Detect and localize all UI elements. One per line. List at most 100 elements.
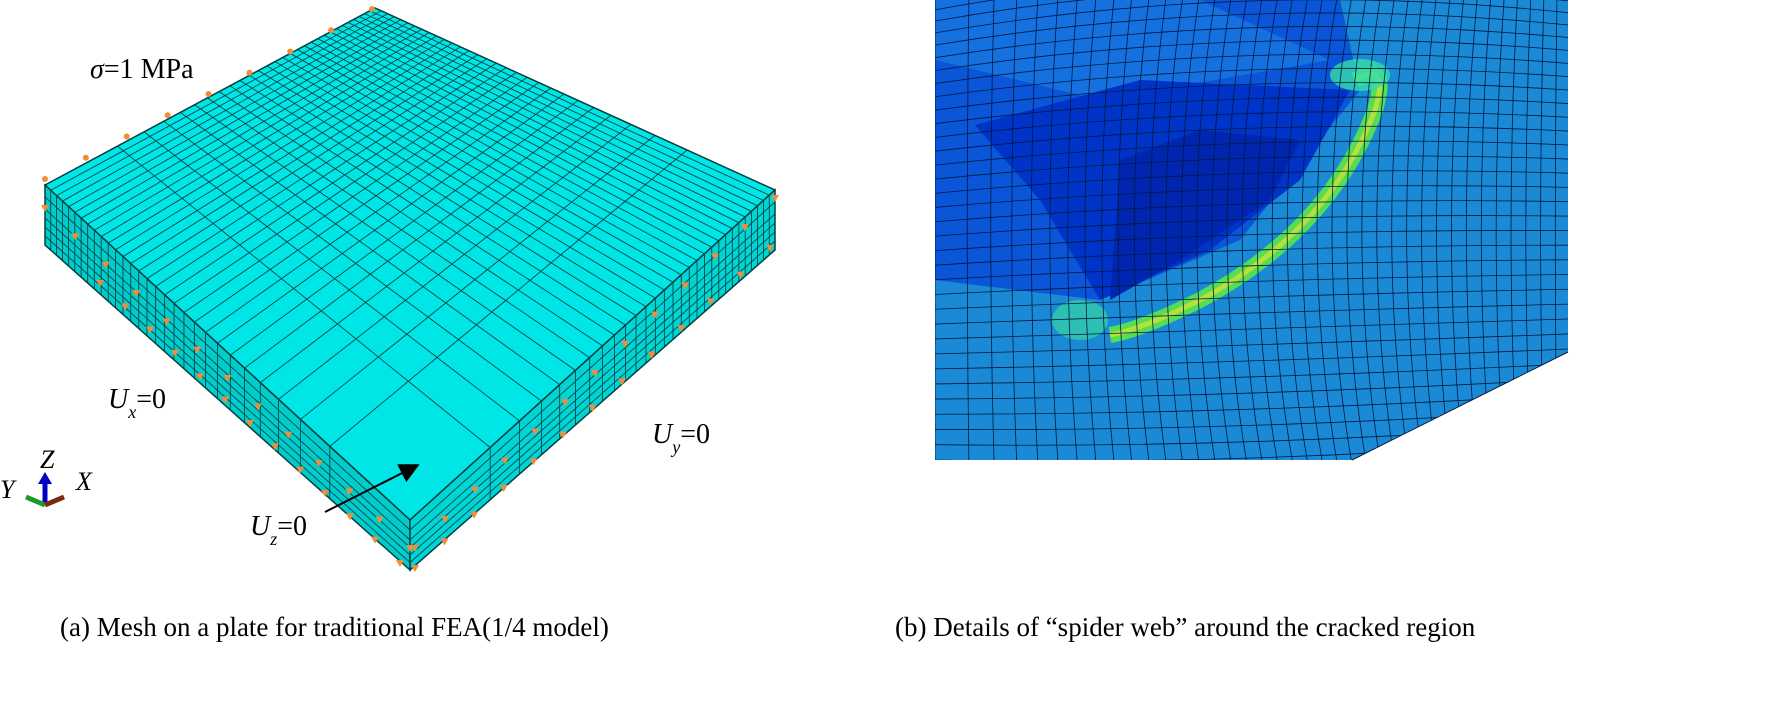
hot-spot (1052, 300, 1108, 340)
mesh-line (935, 244, 1568, 266)
bc-marker (101, 261, 110, 269)
mesh-line (935, 274, 1568, 295)
mesh-line (1286, 0, 1308, 460)
bc-marker (766, 245, 774, 252)
mesh-line (935, 53, 1568, 84)
mesh-line (207, 97, 590, 358)
load-marker (205, 91, 212, 97)
bc-marker (677, 325, 686, 332)
x-label: X (75, 467, 93, 496)
mesh-line (249, 74, 637, 317)
mesh-line (1346, 0, 1367, 460)
crack-face-inner (1110, 130, 1300, 300)
mesh-line (353, 19, 752, 212)
mesh-line (230, 100, 579, 356)
bc-marker (441, 515, 449, 523)
x-axis (44, 494, 65, 508)
mesh-line (364, 13, 764, 201)
mesh-line (1133, 0, 1150, 460)
mesh-line (935, 0, 1568, 34)
load-marker (328, 27, 335, 34)
mesh-line (1256, 0, 1278, 460)
bc-marker (375, 516, 384, 524)
mesh-line (1301, 0, 1323, 460)
mesh-line (935, 96, 1568, 125)
bc-marker (558, 431, 567, 439)
load-marker (369, 6, 375, 12)
caption: (b) Details of “spider web” around the c… (895, 612, 1476, 642)
z-label: Z (40, 445, 55, 474)
mesh-line (966, 0, 970, 460)
mesh-line (130, 50, 470, 265)
mesh-line (935, 111, 1568, 138)
mesh-line (50, 10, 382, 191)
mesh-line (1049, 0, 1059, 460)
mesh-line (1406, 0, 1423, 460)
bc-marker (706, 298, 715, 306)
mesh-line (935, 82, 1568, 111)
bc-marker (411, 565, 419, 572)
mesh-line (935, 288, 1568, 310)
bc-marker (471, 486, 479, 494)
mesh-line (935, 200, 1568, 223)
bc-marker (736, 271, 745, 279)
bc-marker (618, 378, 627, 386)
mesh-line (1101, 0, 1115, 460)
mesh-line (347, 22, 746, 218)
bc-marker (396, 560, 404, 567)
mesh-line (115, 42, 453, 251)
bc-marker (296, 466, 304, 474)
mesh-line (1180, 0, 1200, 460)
mesh-line (100, 35, 437, 237)
mesh-line (1316, 0, 1338, 460)
mesh-line (317, 38, 712, 248)
mesh-line (330, 31, 726, 236)
load-marker (123, 133, 130, 140)
bc-marker (531, 428, 539, 436)
mesh-line (183, 76, 528, 313)
mesh-line (369, 10, 770, 196)
mesh-line (935, 259, 1568, 281)
crack-detail (935, 0, 1568, 460)
bc-label: Ux=0 (108, 384, 166, 422)
mesh-line (217, 93, 565, 344)
mesh-line (258, 70, 647, 308)
mesh-line (117, 145, 491, 448)
bc-marker (271, 443, 279, 451)
bc-marker (162, 318, 171, 326)
bc-marker (346, 513, 354, 521)
mesh-lines (935, 0, 1568, 460)
mesh-line (323, 34, 720, 242)
load-label: σ=1 MPa (90, 54, 194, 85)
bc-marker (121, 303, 129, 311)
mesh-line (94, 32, 430, 231)
edge (1351, 351, 1569, 461)
mesh-line (409, 222, 776, 548)
mesh-line (342, 25, 740, 224)
mesh-line (311, 41, 705, 255)
bc-marker (171, 350, 179, 357)
mesh-line (143, 131, 520, 422)
mesh-line (1451, 0, 1464, 460)
mesh-line (62, 16, 395, 202)
bc-marker (321, 490, 329, 497)
mesh-line (205, 87, 552, 333)
bc-marker (588, 405, 597, 412)
mesh-line (409, 213, 776, 541)
mesh-line (935, 170, 1568, 194)
axis-triad: Z Y X (0, 445, 93, 508)
mesh-line (1465, 0, 1478, 460)
mesh-line (935, 26, 1568, 59)
bc-label: Uz=0 (250, 511, 307, 549)
mesh-line (122, 46, 461, 257)
y-label: Y (0, 475, 17, 504)
bc-marker (221, 396, 229, 404)
mesh-line (266, 65, 656, 299)
mesh-line (935, 67, 1568, 98)
mesh-line (218, 91, 603, 347)
bc-marker (771, 195, 779, 202)
mesh-line (1331, 0, 1352, 460)
mesh-line (935, 39, 1568, 71)
mesh-line (1149, 0, 1167, 460)
